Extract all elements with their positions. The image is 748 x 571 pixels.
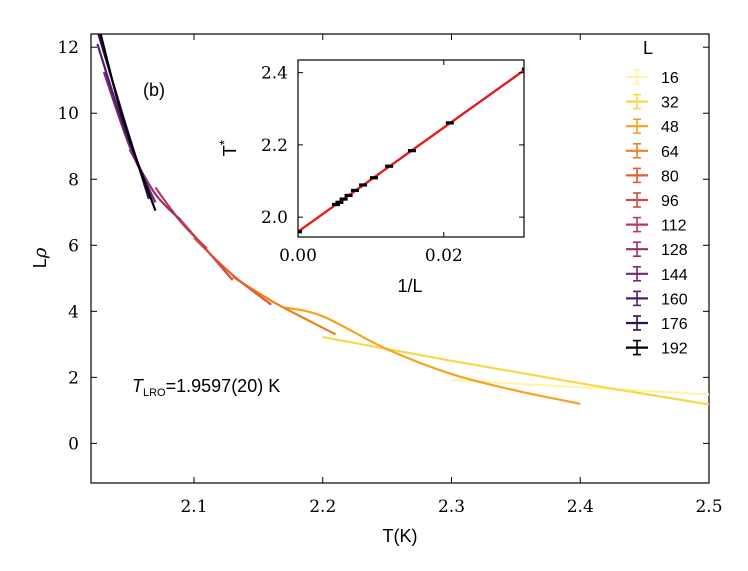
panel-label: (b) [143, 80, 165, 100]
inset-plot-frame [297, 59, 525, 238]
x-tick-label: 2.1 [180, 497, 207, 517]
series-line-L48 [283, 306, 581, 405]
inset-data-point [350, 188, 359, 193]
y-tick-label: 10 [57, 104, 79, 124]
inset-y-axis: 2.0 2.2 2.4 [261, 64, 524, 228]
series-line-L32 [322, 336, 709, 406]
inset-data-point [385, 164, 394, 168]
legend-label-L80: 80 [661, 168, 679, 185]
y-label-base: L [30, 258, 50, 268]
x-tick-label: 2.4 [567, 497, 594, 517]
inset-x-tick-label: 0.02 [425, 246, 463, 266]
inset-data-point [331, 202, 340, 207]
y-tick-label: 0 [68, 434, 79, 454]
inset-data-point [344, 193, 353, 198]
inset-data-point [335, 200, 344, 204]
x-tick-label: 2.2 [309, 497, 336, 517]
inset-y-label-base: T [220, 145, 240, 156]
series-line-L192 [99, 34, 157, 211]
tlro-subscript: LRO [143, 387, 166, 399]
main-plot-frame [90, 33, 710, 484]
inset-x-axis: 0.00 0.02 [279, 60, 463, 266]
inset-data-point [298, 230, 302, 234]
inset-data-point [445, 121, 454, 125]
main-y-axis-label: Lρ [30, 247, 51, 268]
legend: 16 32 48 64 80 96 112 128 144 160 176 192 [626, 69, 688, 358]
main-y-axis: 0 2 4 6 8 10 12 [57, 38, 709, 454]
x-tick-label: 2.5 [695, 497, 722, 517]
inset-background [298, 60, 524, 237]
y-tick-label: 12 [57, 38, 79, 58]
y-tick-label: 4 [68, 302, 79, 322]
x-tick-label: 2.3 [438, 497, 465, 517]
inset-x-tick-label: 0.00 [279, 246, 317, 266]
main-x-axis-label: T(K) [383, 526, 418, 546]
legend-label-L96: 96 [661, 193, 679, 210]
inset-data-point [407, 149, 416, 153]
legend-title: L [643, 38, 653, 58]
main-series-group [96, 34, 709, 406]
inset-x-axis-label: 1/L [397, 276, 422, 296]
series-line-L16 [451, 378, 709, 396]
y-label-rho: ρ [30, 247, 51, 259]
legend-label-L32: 32 [661, 95, 679, 112]
inset-data-point [521, 67, 524, 71]
tlro-symbol: T [132, 376, 145, 396]
inset-data-point [339, 197, 348, 201]
y-tick-label: 8 [68, 170, 79, 190]
legend-label-L112: 112 [661, 218, 687, 235]
legend-label-L176: 176 [661, 316, 688, 333]
inset-data-point [369, 176, 378, 180]
series-line-L112 [154, 186, 208, 250]
legend-label-L128: 128 [661, 242, 688, 259]
legend-label-L160: 160 [661, 291, 688, 308]
inset-data-point [359, 183, 368, 187]
y-tick-label: 2 [68, 368, 79, 388]
legend-label-L192: 192 [661, 341, 688, 358]
y-tick-label: 6 [68, 236, 79, 256]
inset-y-axis-label: T* [216, 139, 240, 156]
inset-content [298, 67, 524, 234]
legend-label-L16: 16 [661, 70, 679, 87]
legend-label-L48: 48 [661, 119, 679, 136]
tlro-value: =1.9597(20) K [166, 376, 281, 396]
inset-y-label-star: * [216, 139, 232, 145]
tlro-annotation: TLRO=1.9597(20) K [132, 376, 280, 399]
inset-y-tick-label: 2.0 [261, 208, 288, 228]
legend-label-L144: 144 [661, 267, 688, 284]
inset-y-tick-label: 2.2 [261, 136, 288, 156]
main-x-axis: 2.1 2.2 2.3 2.4 2.5 [180, 34, 723, 517]
legend-label-L64: 64 [661, 144, 679, 161]
inset-y-tick-label: 2.4 [261, 64, 288, 84]
